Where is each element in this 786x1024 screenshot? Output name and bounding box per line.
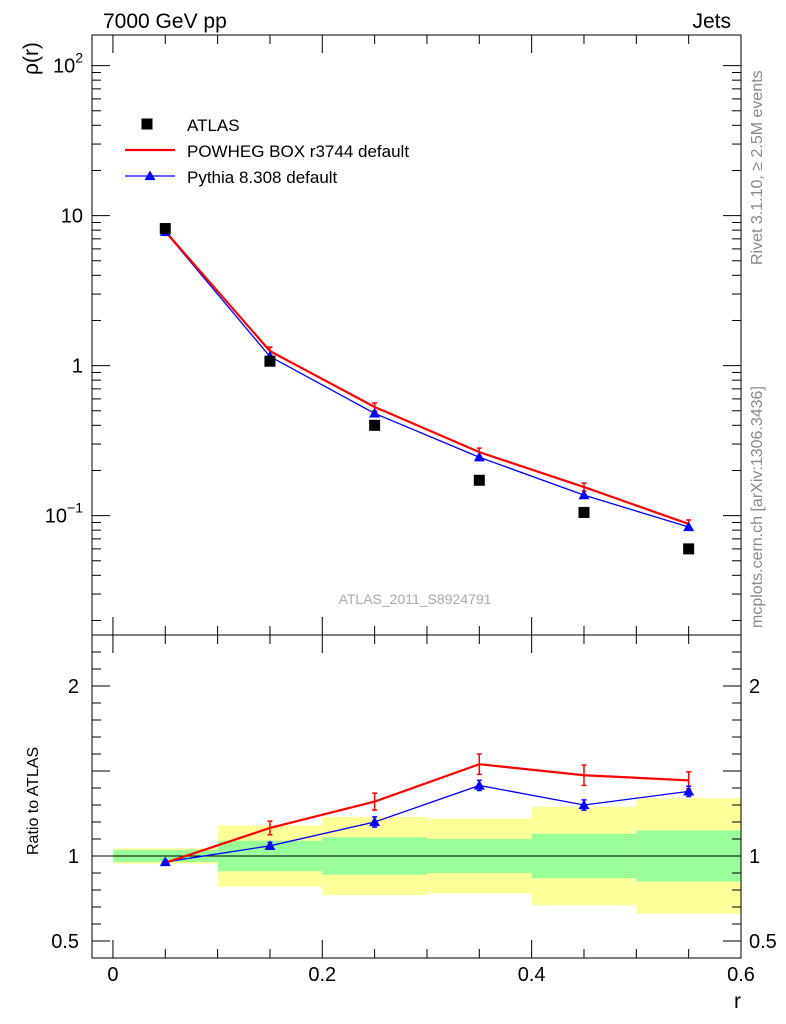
ratio-pythia-point xyxy=(369,816,381,827)
pythia-point xyxy=(473,451,485,462)
x-axis-label: r xyxy=(734,990,741,1013)
atlas-point xyxy=(159,223,171,235)
ratio-panel: 0.5 0.5 1 1 2 2 0 0.2 0.4 0.6 xyxy=(51,634,777,986)
main-y-tick-label-exp: −1 xyxy=(67,500,83,516)
pythia-point xyxy=(578,489,590,500)
pythia-point xyxy=(369,407,381,418)
main-y-tick-label: 10−1 xyxy=(45,500,83,528)
powheg-line xyxy=(164,230,690,525)
main-y-tick-label-base: 10 xyxy=(53,56,75,78)
legend-atlas-marker xyxy=(141,118,153,130)
main-y-tick-label-exp: 2 xyxy=(75,50,83,66)
atlas-point xyxy=(473,474,485,486)
ratio-y-axis-label: Ratio to ATLAS xyxy=(25,747,42,855)
ratio-y-tick-label: 1 xyxy=(68,846,79,868)
main-y-axis-label: ρ(r) xyxy=(20,42,43,75)
x-tick-label: 0.2 xyxy=(308,964,336,986)
atlas-point xyxy=(369,419,381,431)
ratio-y-tick-label-right: 0.5 xyxy=(749,931,777,953)
ratio-y-tick-label-right: 1 xyxy=(749,846,760,868)
x-tick-label: 0.6 xyxy=(727,964,755,986)
legend-atlas-label: ATLAS xyxy=(187,116,240,135)
ratio-pythia-point xyxy=(159,856,171,867)
rivet-version-label: Rivet 3.1.10, ≥ 2.5M events xyxy=(749,70,766,265)
legend-pythia-marker xyxy=(144,170,156,181)
legend-powheg-label: POWHEG BOX r3744 default xyxy=(187,142,409,161)
header-left-label: 7000 GeV pp xyxy=(103,10,227,33)
legend: ATLAS POWHEG BOX r3744 default Pythia 8.30… xyxy=(125,116,409,187)
atlas-point xyxy=(578,506,590,518)
ratio-pythia-point xyxy=(473,779,485,790)
atlas-point xyxy=(683,543,695,555)
header-right-label: Jets xyxy=(692,10,731,33)
ratio-pythia-point xyxy=(578,799,590,810)
ratio-pythia-line xyxy=(165,784,689,863)
main-y-tick-label: 102 xyxy=(53,50,83,78)
mcplots-label: mcplots.cern.ch [arXiv:1306.3436] xyxy=(749,386,766,628)
main-y-tick-label-base: 10 xyxy=(45,506,67,528)
x-tick-label: 0.4 xyxy=(518,964,546,986)
atlas-point xyxy=(264,355,276,367)
analysis-id-label: ATLAS_2011_S8924791 xyxy=(339,591,492,607)
x-tick-label: 0 xyxy=(107,964,118,986)
main-y-tick-label: 10 xyxy=(61,206,83,228)
ratio-pythia-point xyxy=(683,785,695,796)
ratio-y-tick-label: 2 xyxy=(68,676,79,698)
ratio-powheg-line xyxy=(164,763,689,864)
ratio-pythia-point xyxy=(264,840,276,850)
pythia-point xyxy=(683,521,695,532)
main-y-tick-label: 1 xyxy=(72,356,83,378)
ratio-y-tick-label: 0.5 xyxy=(51,931,79,953)
ratio-y-tick-label-right: 2 xyxy=(749,676,760,698)
ratio-frame xyxy=(91,634,742,959)
pythia-line xyxy=(164,231,689,528)
legend-pythia-label: Pythia 8.308 default xyxy=(187,168,338,187)
